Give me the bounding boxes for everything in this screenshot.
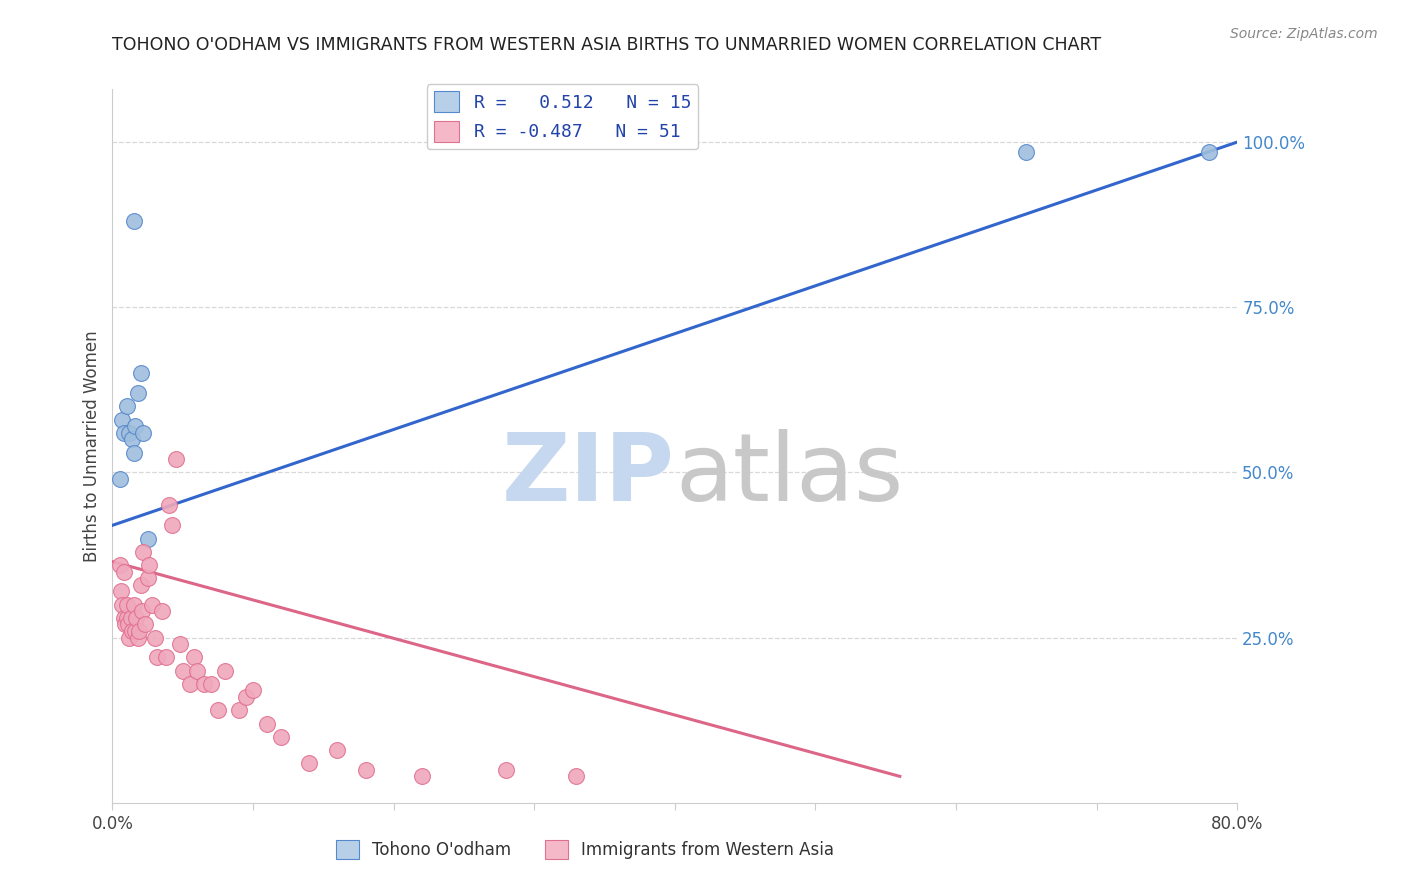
Point: [112, 425, 135, 440]
Point: [495, 763, 517, 777]
Point: [150, 604, 173, 618]
Y-axis label: Births to Unmarried Women: Births to Unmarried Women: [83, 330, 101, 562]
Point: [411, 769, 433, 783]
Point: [228, 703, 250, 717]
Point: [1198, 145, 1220, 159]
Point: [134, 617, 156, 632]
Point: [127, 386, 149, 401]
Text: Source: ZipAtlas.com: Source: ZipAtlas.com: [1230, 27, 1378, 41]
Point: [1015, 145, 1038, 159]
Point: [108, 472, 131, 486]
Point: [129, 578, 152, 592]
Point: [121, 624, 143, 638]
Point: [110, 584, 132, 599]
Point: [256, 716, 278, 731]
Point: [111, 412, 134, 426]
Point: [141, 598, 163, 612]
Point: [118, 425, 141, 440]
Point: [121, 433, 143, 447]
Point: [132, 545, 155, 559]
Point: [112, 611, 135, 625]
Legend: Tohono O'odham, Immigrants from Western Asia: Tohono O'odham, Immigrants from Western …: [329, 833, 841, 866]
Point: [193, 677, 215, 691]
Point: [115, 611, 138, 625]
Text: atlas: atlas: [675, 428, 903, 521]
Point: [326, 743, 349, 757]
Point: [214, 664, 236, 678]
Point: [117, 617, 139, 632]
Point: [242, 683, 264, 698]
Point: [143, 631, 166, 645]
Point: [118, 631, 141, 645]
Point: [155, 650, 177, 665]
Point: [136, 532, 159, 546]
Point: [124, 624, 146, 638]
Point: [132, 425, 155, 440]
Point: [183, 650, 205, 665]
Point: [235, 690, 257, 704]
Point: [138, 558, 160, 572]
Point: [124, 419, 146, 434]
Point: [298, 756, 321, 771]
Point: [122, 445, 145, 459]
Point: [146, 650, 169, 665]
Point: [122, 598, 145, 612]
Point: [122, 214, 145, 228]
Point: [165, 452, 187, 467]
Point: [157, 499, 180, 513]
Point: [112, 565, 135, 579]
Point: [127, 631, 149, 645]
Point: [565, 769, 588, 783]
Point: [111, 598, 134, 612]
Point: [354, 763, 377, 777]
Point: [120, 611, 142, 625]
Point: [108, 558, 131, 572]
Point: [172, 664, 194, 678]
Point: [200, 677, 222, 691]
Text: ZIP: ZIP: [502, 428, 675, 521]
Point: [270, 730, 292, 744]
Point: [131, 604, 153, 618]
Point: [186, 664, 208, 678]
Point: [129, 367, 152, 381]
Point: [169, 637, 191, 651]
Point: [160, 518, 183, 533]
Point: [136, 571, 159, 585]
Point: [115, 598, 138, 612]
Point: [179, 677, 201, 691]
Point: [128, 624, 150, 638]
Text: TOHONO O'ODHAM VS IMMIGRANTS FROM WESTERN ASIA BIRTHS TO UNMARRIED WOMEN CORRELA: TOHONO O'ODHAM VS IMMIGRANTS FROM WESTER…: [112, 36, 1102, 54]
Point: [125, 611, 148, 625]
Point: [207, 703, 229, 717]
Point: [115, 400, 138, 414]
Point: [114, 617, 136, 632]
